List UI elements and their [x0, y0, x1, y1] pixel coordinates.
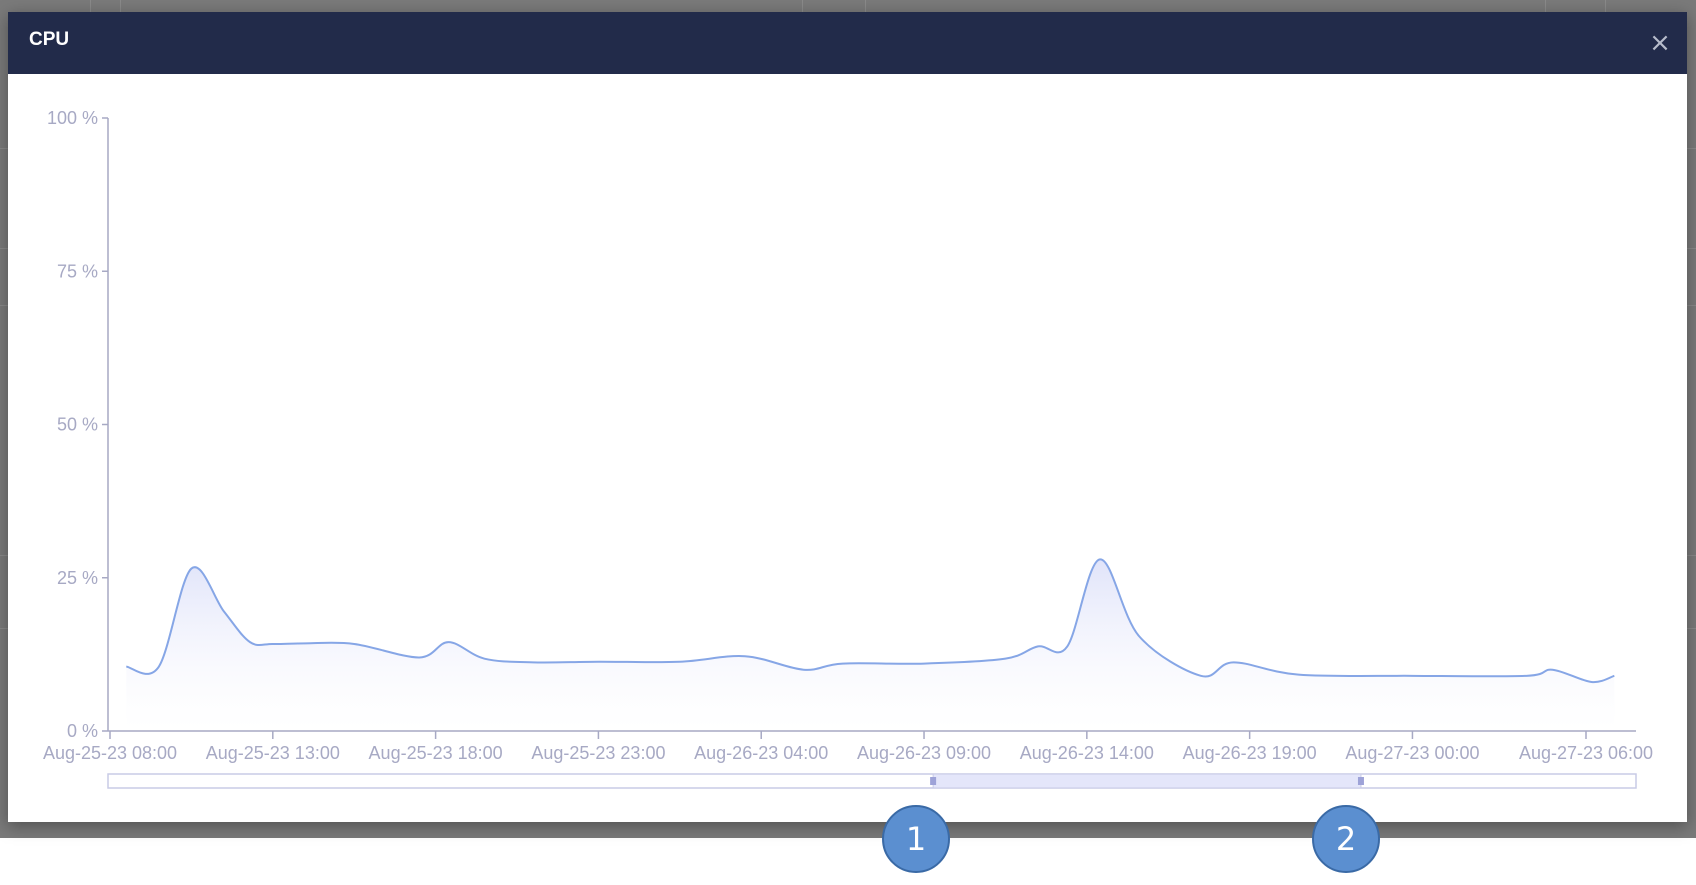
- modal-header: CPU ×: [8, 12, 1687, 74]
- x-tick-label: Aug-25-23 13:00: [206, 743, 340, 763]
- x-tick-label: Aug-25-23 08:00: [43, 743, 177, 763]
- background-divider: [90, 0, 91, 12]
- y-tick-label: 0 %: [67, 721, 98, 741]
- y-tick-label: 50 %: [57, 415, 98, 435]
- x-tick-label: Aug-26-23 09:00: [857, 743, 991, 763]
- cpu-series-area: [126, 559, 1615, 731]
- modal-title: CPU: [29, 29, 70, 50]
- range-slider-start-handle[interactable]: [930, 777, 937, 785]
- background-divider: [120, 0, 121, 12]
- background-divider: [865, 0, 866, 12]
- y-tick-label: 25 %: [57, 568, 98, 588]
- y-tick-label: 75 %: [57, 261, 98, 281]
- range-slider-end-handle[interactable]: [1357, 777, 1364, 785]
- range-slider-track[interactable]: [107, 773, 1637, 789]
- annotation-marker-label: 1: [905, 820, 927, 858]
- x-tick-label: Aug-25-23 18:00: [369, 743, 503, 763]
- y-tick-label: 100 %: [47, 108, 98, 128]
- cpu-series-line: [126, 558, 1615, 684]
- x-tick-label: Aug-25-23 23:00: [531, 743, 665, 763]
- x-tick-label: Aug-26-23 14:00: [1020, 743, 1154, 763]
- x-tick-label: Aug-27-23 06:00: [1519, 743, 1653, 763]
- x-tick-label: Aug-26-23 04:00: [694, 743, 828, 763]
- x-tick-label: Aug-27-23 00:00: [1345, 743, 1479, 763]
- background-divider: [1545, 0, 1546, 12]
- x-tick-label: Aug-26-23 19:00: [1183, 743, 1317, 763]
- annotation-marker-label: 2: [1335, 820, 1357, 858]
- background-divider: [802, 0, 803, 12]
- close-icon[interactable]: ×: [1649, 28, 1671, 58]
- annotation-marker-2: 2: [1312, 805, 1380, 873]
- range-slider-selection[interactable]: [932, 773, 1362, 789]
- background-divider: [1605, 0, 1606, 12]
- annotation-marker-1: 1: [882, 805, 950, 873]
